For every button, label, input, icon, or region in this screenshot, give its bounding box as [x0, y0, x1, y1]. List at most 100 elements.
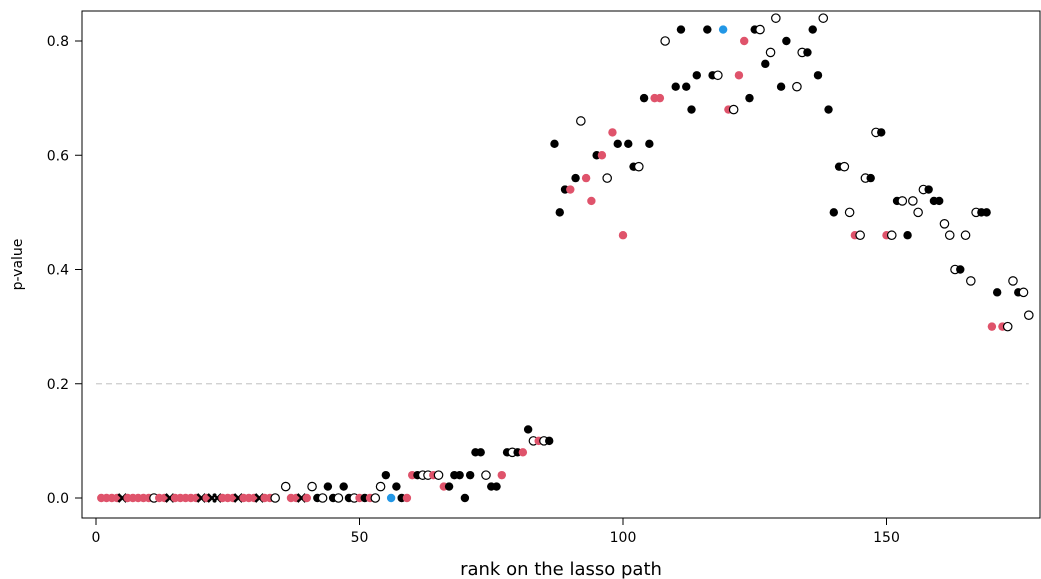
data-point-red: [302, 493, 311, 503]
data-point-open: [771, 13, 781, 23]
data-point-black: [935, 196, 944, 206]
data-point-black: [492, 482, 501, 491]
data-point-open: [660, 36, 670, 46]
data-point-black: [555, 208, 564, 217]
data-point-red: [734, 71, 744, 80]
data-point-black: [444, 482, 454, 491]
data-point-black: [924, 185, 933, 194]
data-point-black: [339, 482, 348, 491]
data-point-open: [375, 481, 386, 492]
y-tick-label: 0.2: [47, 377, 69, 393]
data-point-red: [587, 196, 596, 206]
data-point-black: [523, 425, 533, 434]
x-axis-label: rank on the lasso path: [460, 559, 662, 579]
data-point-open: [333, 493, 344, 503]
data-point-red: [581, 173, 591, 183]
data-point-red: [497, 470, 506, 480]
data-point-open: [728, 104, 739, 115]
data-point-black: [803, 48, 812, 57]
data-point-red: [987, 322, 997, 331]
data-point-black: [745, 93, 754, 103]
data-point-open: [886, 230, 897, 241]
data-point-open: [839, 161, 850, 172]
data-point-red: [566, 185, 575, 194]
data-point-black: [613, 139, 622, 149]
data-point-open: [818, 13, 829, 23]
x-tick-label: 0: [92, 530, 101, 546]
data-point-black: [381, 470, 391, 480]
data-point-open: [602, 173, 612, 183]
x-tick-label: 150: [873, 530, 900, 546]
data-point-open: [755, 24, 765, 35]
data-point-open: [270, 493, 280, 503]
data-point-black: [676, 25, 686, 34]
data-point-red: [608, 128, 617, 137]
data-point-black: [903, 231, 912, 240]
y-axis-label: p-value: [10, 239, 26, 291]
data-point-open: [634, 161, 644, 172]
data-point-black: [460, 493, 470, 503]
data-point-open: [939, 219, 950, 229]
y-tick-label: 0.8: [47, 34, 69, 50]
data-point-black: [877, 128, 886, 137]
data-point-black: [455, 470, 464, 480]
data-point-red: [740, 36, 749, 46]
data-point-black: [571, 173, 580, 183]
data-point-red: [618, 231, 628, 240]
data-point-black: [956, 265, 965, 274]
data-point-black: [866, 173, 875, 183]
data-point-open: [913, 207, 923, 218]
data-point-black: [639, 93, 649, 103]
data-point-open: [1023, 310, 1034, 320]
x-tick-label: 50: [351, 530, 369, 546]
data-point-open: [481, 470, 491, 480]
data-point-black: [476, 448, 485, 457]
data-point-open: [433, 470, 444, 480]
data-point-red: [518, 448, 528, 457]
data-point-open: [897, 196, 908, 206]
data-point-open: [307, 481, 317, 492]
data-point-open: [317, 493, 328, 503]
data-point-black: [776, 82, 786, 91]
data-point-open: [1008, 276, 1018, 286]
data-point-open: [280, 481, 291, 492]
data-point-black: [545, 436, 554, 446]
data-point-black: [824, 105, 833, 114]
data-point-black: [761, 59, 770, 69]
data-point-blue: [718, 25, 728, 34]
data-point-black: [550, 139, 559, 149]
data-point-black: [645, 139, 654, 149]
data-point-black: [992, 288, 1002, 297]
x-tick-label: 100: [610, 530, 637, 546]
data-point-open: [855, 230, 865, 241]
data-point-open: [765, 47, 776, 58]
data-point-open: [944, 230, 955, 241]
data-point-blue: [386, 493, 396, 503]
data-point-open: [713, 70, 723, 81]
data-point-black: [671, 82, 680, 91]
data-point-black: [692, 71, 701, 80]
y-tick-label: 0.0: [47, 491, 69, 507]
data-point-open: [1002, 321, 1013, 332]
data-point-open: [370, 493, 381, 503]
data-point-black: [703, 25, 712, 34]
data-point-red: [402, 493, 412, 503]
data-point-red: [655, 93, 665, 103]
data-point-open: [908, 196, 918, 206]
data-point-black: [687, 105, 696, 114]
y-tick-label: 0.6: [47, 148, 69, 164]
data-point-black: [982, 208, 991, 217]
data-point-open: [1018, 287, 1029, 298]
data-point-black: [813, 71, 823, 80]
data-point-black: [782, 36, 791, 46]
plot-area: [96, 13, 1034, 503]
data-point-open: [960, 230, 971, 241]
axes: 0 50 100 150 0.0 0.2 0.4 0.6 0.8: [47, 10, 1041, 546]
data-point-black: [323, 482, 333, 491]
data-point-open: [966, 276, 976, 286]
y-tick-label: 0.4: [47, 263, 69, 279]
data-point-red: [597, 151, 607, 160]
data-point-black: [392, 482, 401, 491]
data-point-black: [682, 82, 691, 91]
